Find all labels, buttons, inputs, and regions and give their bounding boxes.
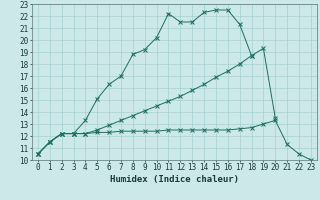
X-axis label: Humidex (Indice chaleur): Humidex (Indice chaleur) <box>110 175 239 184</box>
